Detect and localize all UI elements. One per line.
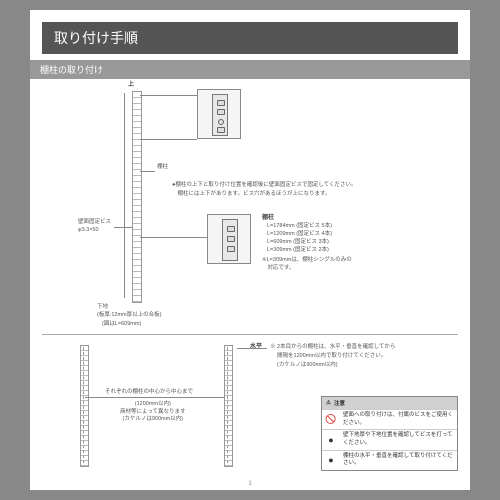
dim-span (85, 397, 225, 398)
caution-row: ● 壁下地厚や下地位置を確認してビスを打ってください。 (322, 429, 457, 449)
slot-icon (217, 127, 225, 133)
bot-note2: 間隔を1200mm以内で取り付けてください。 (270, 352, 386, 361)
spec-heading: 棚柱 (262, 214, 274, 222)
bot-note3: (カケルノは900mm以内) (270, 361, 338, 370)
slot-icon (217, 109, 225, 115)
prohibit-icon: 🚫 (322, 410, 340, 429)
pillar-left (80, 345, 89, 467)
leader-line (114, 227, 132, 228)
label-base: 下地 (板厚:12mm厚以上の合板) (97, 304, 161, 319)
spec-line: L=609mm (固定ビス 3本) (267, 239, 329, 247)
label-figref: (図はL=609mm) (102, 321, 141, 329)
zoom-top (197, 89, 241, 139)
label-screw: 壁面固定ビス φ3.3×50 (78, 219, 111, 234)
caution-text: 棚柱の水平・垂直を確認して取り付けてください。 (340, 451, 457, 470)
zoom-mid (207, 214, 251, 264)
rail-detail (212, 94, 228, 136)
centerline (227, 347, 228, 463)
note-line1: ●棚柱の上下と取り付け位置を確認後に壁面固定ビスで固定してください。 (172, 181, 357, 190)
warning-icon: ⚠ (326, 400, 331, 406)
section-bottom: 水平 ※ 2本目からの棚柱は、水平・垂直を確認してから 間隔を1200mm以内で… (42, 335, 458, 475)
info-icon: ● (322, 430, 340, 449)
leader-line (140, 95, 197, 96)
spec-line: L=1209mm (固定ビス 4本) (267, 231, 332, 239)
caution-text: 壁面への取り付けは、付属のビスをご使用ください。 (340, 410, 457, 429)
caution-box: ⚠ 注意 🚫 壁面への取り付けは、付属のビスをご使用ください。 ● 壁下地厚や下… (321, 396, 458, 471)
leader-line (140, 171, 155, 172)
page-number: 1 (30, 481, 470, 487)
spec-note: ※L=309mmは、棚柱シングルのみの 対応です。 (262, 257, 352, 272)
caution-title: 注意 (334, 399, 345, 407)
caution-text: 壁下地厚や下地位置を確認してビスを打ってください。 (340, 430, 457, 449)
bot-note1: ※ 2本目からの棚柱は、水平・垂直を確認してから (270, 343, 395, 352)
slot-icon (227, 236, 235, 242)
note-line2: 棚柱には上下があります。ビス穴があるほうが上になります。 (172, 190, 330, 199)
screw-hole-icon (218, 119, 224, 125)
level-line (237, 348, 267, 349)
centerline (83, 347, 84, 463)
label-pillar: 棚柱 (157, 164, 168, 172)
caution-row: 🚫 壁面への取り付けは、付属のビスをご使用ください。 (322, 409, 457, 429)
slot-icon (217, 100, 225, 106)
page-title: 取り付け手順 (42, 22, 458, 54)
dim-vert (124, 93, 125, 298)
section-top: 上 棚柱 ●棚柱の上下と取り付け位置を確認後に壁面固定ビスで固定してください。 … (42, 79, 458, 334)
spec-line: L=1784mm (固定ビス 5本) (267, 223, 332, 231)
info-icon: ● (322, 451, 340, 470)
instruction-sheet: 取り付け手順 棚柱の取り付け 上 棚柱 ●棚柱の上下と取り付け位置を確認後に壁面… (30, 10, 470, 490)
leader-line (140, 139, 197, 140)
dim-label-center: それぞれの棚柱の中心から中心まで (105, 389, 193, 397)
dim-label-val: (1200mm以内) 商材等によって異なります (カケルノは900mm以内) (120, 401, 186, 424)
rail-detail (222, 219, 238, 261)
leader-line (140, 237, 207, 238)
caution-heading: ⚠ 注意 (322, 397, 457, 409)
slot-icon (227, 246, 235, 252)
caution-row: ● 棚柱の水平・垂直を確認して取り付けてください。 (322, 450, 457, 470)
spec-line: L=309mm (固定ビス 2本) (267, 247, 329, 255)
pillar-right (224, 345, 233, 467)
section-subtitle: 棚柱の取り付け (30, 60, 470, 79)
slot-icon (227, 226, 235, 232)
label-up: 上 (128, 81, 134, 89)
pillar-illustration (132, 91, 142, 303)
